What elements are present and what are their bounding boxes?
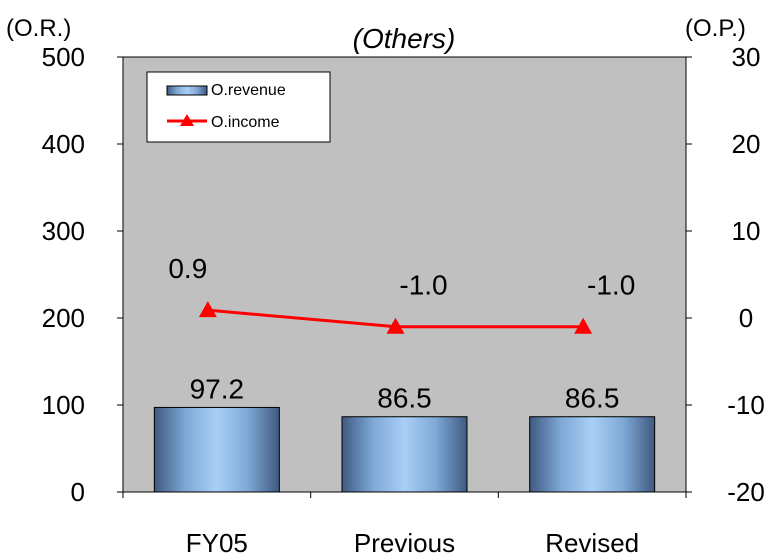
bar-value-label: 86.5 (377, 383, 432, 414)
bar-value-label: 86.5 (565, 383, 620, 414)
legend: O.revenue O.income (146, 71, 331, 143)
right-axis-label: (O.P.) (685, 15, 746, 42)
x-tick-label: Previous (354, 528, 455, 558)
legend-label-revenue: O.revenue (211, 82, 286, 99)
bar (341, 416, 468, 493)
legend-label-income: O.income (211, 114, 280, 131)
legend-swatch-revenue (166, 85, 208, 96)
bar (529, 416, 656, 493)
chart-title: (Others) (353, 23, 456, 54)
left-tick-label: 300 (42, 216, 85, 246)
income-point (386, 317, 405, 334)
x-tick-label: FY05 (186, 528, 248, 558)
left-tick-label: 400 (42, 129, 85, 159)
right-tick-label: 10 (732, 216, 761, 246)
bar (153, 406, 280, 493)
income-value-label: -1.0 (587, 270, 635, 301)
right-tick-label: 30 (732, 42, 761, 72)
income-point (574, 317, 593, 334)
x-tick-label: Revised (545, 528, 639, 558)
right-tick-label: -10 (727, 390, 765, 420)
right-tick-label: -20 (727, 477, 765, 507)
income-point (198, 301, 217, 318)
right-tick-label: 0 (739, 303, 753, 333)
left-axis-label: (O.R.) (6, 15, 71, 42)
legend-marker-income (180, 114, 194, 126)
left-tick-label: 200 (42, 303, 85, 333)
legend-box (146, 71, 331, 143)
right-tick-label: 20 (732, 129, 761, 159)
bar-value-label: 97.2 (190, 373, 245, 404)
left-tick-label: 0 (71, 477, 85, 507)
left-tick-label: 100 (42, 390, 85, 420)
income-value-label: -1.0 (399, 270, 447, 301)
income-value-label: 0.9 (168, 253, 207, 284)
left-tick-label: 500 (42, 42, 85, 72)
